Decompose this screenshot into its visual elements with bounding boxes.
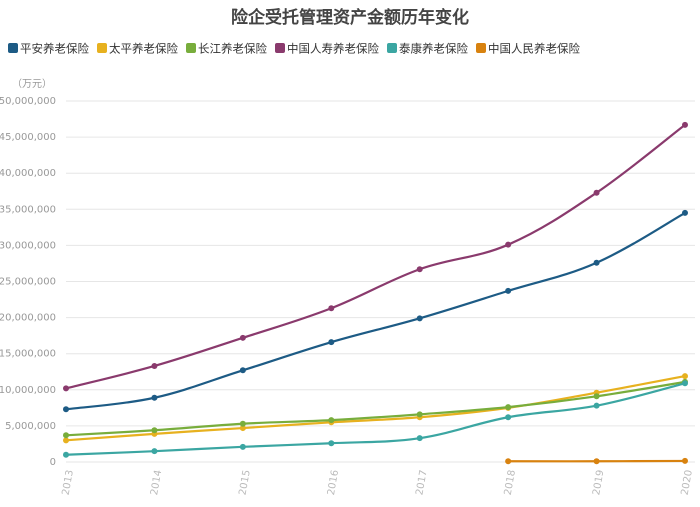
y-tick-label: 10,000,000 xyxy=(0,385,56,396)
data-point xyxy=(505,414,511,420)
data-point xyxy=(505,242,511,248)
x-tick-label: 2015 xyxy=(238,469,253,496)
data-point xyxy=(417,266,423,272)
x-tick-label: 2019 xyxy=(591,469,606,496)
data-point xyxy=(505,288,511,294)
data-point xyxy=(328,305,334,311)
x-tick-label: 2016 xyxy=(326,469,341,496)
data-point xyxy=(594,458,600,464)
x-tick-label: 2017 xyxy=(414,469,429,496)
data-point xyxy=(594,260,600,266)
x-tick-label: 2020 xyxy=(680,469,695,496)
data-point xyxy=(505,404,511,410)
data-point xyxy=(151,363,157,369)
legend-swatch xyxy=(476,43,486,53)
legend-swatch xyxy=(387,43,397,53)
x-tick-label: 2018 xyxy=(503,469,518,496)
data-point xyxy=(63,452,69,458)
data-point xyxy=(417,315,423,321)
legend-swatch xyxy=(97,43,107,53)
y-tick-label: 15,000,000 xyxy=(0,349,56,360)
y-tick-label: 25,000,000 xyxy=(0,277,56,288)
data-point xyxy=(594,403,600,409)
data-point xyxy=(682,210,688,216)
legend-swatch xyxy=(8,43,18,53)
data-point xyxy=(151,395,157,401)
data-point xyxy=(417,411,423,417)
x-tick-label: 2014 xyxy=(149,469,164,496)
y-tick-label: 40,000,000 xyxy=(0,168,56,179)
data-point xyxy=(682,380,688,386)
data-point xyxy=(151,448,157,454)
legend-label: 太平养老保险 xyxy=(109,42,178,56)
legend-label: 中国人寿养老保险 xyxy=(287,42,379,56)
y-tick-label: 5,000,000 xyxy=(5,421,56,432)
data-point xyxy=(151,427,157,433)
data-point xyxy=(505,458,511,464)
data-point xyxy=(63,406,69,412)
y-tick-label: 45,000,000 xyxy=(0,132,56,143)
data-point xyxy=(417,435,423,441)
legend-label: 泰康养老保险 xyxy=(399,42,468,56)
y-tick-label: 30,000,000 xyxy=(0,240,56,251)
data-point xyxy=(63,385,69,391)
data-point xyxy=(594,393,600,399)
legend-label: 长江养老保险 xyxy=(198,42,267,56)
data-point xyxy=(63,432,69,438)
y-tick-label: 0 xyxy=(50,457,56,468)
x-tick-label: 2013 xyxy=(61,469,76,496)
legend-label: 平安养老保险 xyxy=(20,42,89,56)
series-line xyxy=(66,213,685,409)
legend-swatch xyxy=(186,43,196,53)
chart-title: 险企受托管理资产金额历年变化 xyxy=(231,7,469,28)
legend-swatch xyxy=(275,43,285,53)
data-point xyxy=(682,122,688,128)
data-point xyxy=(328,440,334,446)
series-line xyxy=(66,125,685,389)
data-point xyxy=(328,339,334,345)
y-tick-label: 50,000,000 xyxy=(0,96,56,107)
y-tick-label: 20,000,000 xyxy=(0,313,56,324)
data-point xyxy=(682,373,688,379)
y-tick-label: 35,000,000 xyxy=(0,204,56,215)
data-point xyxy=(682,458,688,464)
data-point xyxy=(594,190,600,196)
data-point xyxy=(240,421,246,427)
data-point xyxy=(240,444,246,450)
y-unit: （万元） xyxy=(12,78,52,90)
data-point xyxy=(240,335,246,341)
data-point xyxy=(240,367,246,373)
data-point xyxy=(328,417,334,423)
legend-label: 中国人民养老保险 xyxy=(488,42,580,56)
